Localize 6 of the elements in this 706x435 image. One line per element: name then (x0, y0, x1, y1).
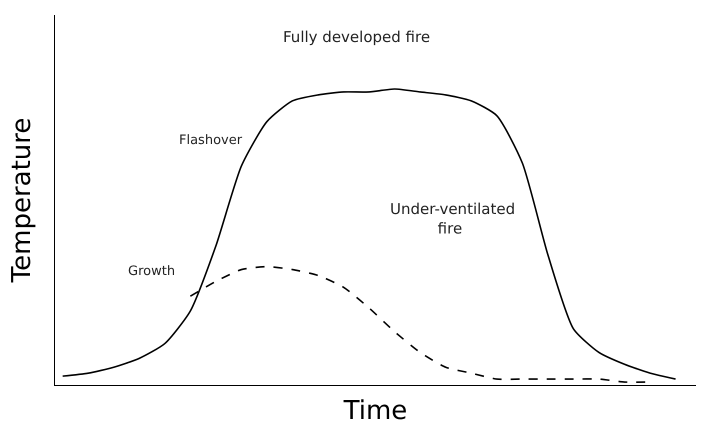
text: Fully developed fire (283, 28, 430, 46)
annotation: Flashover (179, 133, 243, 148)
y-axis-title: Temperature (7, 118, 38, 284)
annotation: Under-ventilated fire (390, 200, 516, 238)
x-axis-title: Time (342, 396, 408, 426)
annotation: Growth (128, 264, 176, 279)
